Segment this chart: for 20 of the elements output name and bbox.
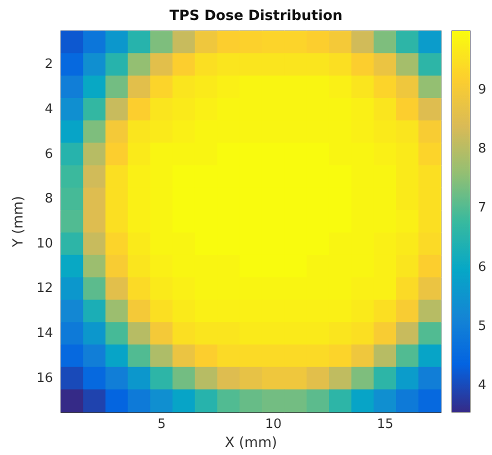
y-tick-label: 16 bbox=[36, 370, 53, 386]
y-tick-label: 6 bbox=[44, 146, 53, 162]
y-tick-label: 14 bbox=[36, 326, 53, 342]
y-tick-label: 4 bbox=[44, 102, 53, 117]
x-tick-label: 10 bbox=[265, 417, 282, 432]
x-tick-label: 15 bbox=[376, 417, 394, 432]
y-tick-label: 2 bbox=[44, 57, 53, 72]
color-bar-label: 8 bbox=[478, 142, 486, 157]
x-tick-label: 5 bbox=[157, 417, 166, 432]
chart-title: TPS Dose Distribution bbox=[170, 8, 342, 24]
color-bar-label: 7 bbox=[478, 200, 486, 216]
y-tick-label: 8 bbox=[44, 192, 53, 207]
color-bar-label: 9 bbox=[478, 82, 486, 98]
color-bar-label: 4 bbox=[478, 378, 486, 393]
x-axis-title: X (mm) bbox=[224, 434, 278, 451]
y-axis-title: Y (mm) bbox=[10, 196, 27, 248]
y-tick-label: 12 bbox=[36, 281, 53, 296]
color-bar-label: 5 bbox=[478, 318, 486, 334]
color-bar-label: 6 bbox=[478, 260, 486, 275]
y-tick-label: 10 bbox=[36, 236, 53, 252]
